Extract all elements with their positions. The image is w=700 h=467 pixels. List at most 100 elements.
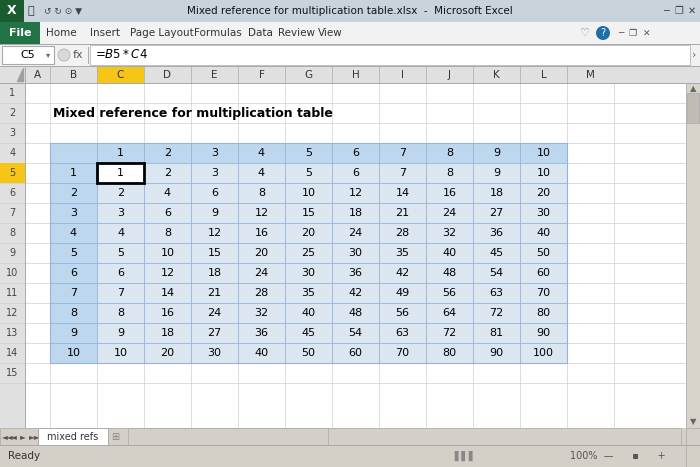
Bar (90, 45, 690, 65)
Text: 21: 21 (207, 288, 222, 298)
Bar (0, 445, 700, 467)
Text: 35: 35 (395, 248, 409, 258)
Text: 10: 10 (113, 348, 127, 358)
Text: 6: 6 (352, 168, 359, 178)
Text: 10: 10 (536, 148, 550, 158)
Text: 70: 70 (395, 348, 409, 358)
Text: 42: 42 (395, 268, 409, 278)
Bar (50, 183, 97, 203)
Text: 10: 10 (6, 268, 19, 278)
Text: 35: 35 (302, 288, 316, 298)
Text: 6: 6 (117, 268, 124, 278)
Text: 63: 63 (489, 288, 503, 298)
Text: 15: 15 (302, 208, 316, 218)
Bar (50, 283, 97, 303)
Text: 5: 5 (305, 148, 312, 158)
Bar (50, 143, 567, 363)
Text: 100%  —      ▪      +: 100% — ▪ + (570, 451, 666, 461)
Text: 36: 36 (349, 268, 363, 278)
Text: ◄: ◄ (11, 432, 17, 441)
Bar (50, 263, 97, 283)
Text: I: I (401, 70, 404, 79)
Text: 6: 6 (164, 208, 171, 218)
Text: 81: 81 (489, 328, 503, 338)
Polygon shape (17, 68, 23, 81)
Bar (686, 2, 698, 20)
Text: 9: 9 (9, 248, 15, 258)
Text: ▼: ▼ (690, 417, 696, 426)
Bar (50, 223, 97, 243)
Bar (660, 2, 672, 20)
Text: 80: 80 (442, 348, 456, 358)
Text: ♡: ♡ (580, 28, 590, 38)
Circle shape (596, 26, 610, 40)
Text: ─: ─ (663, 6, 669, 16)
Text: File: File (8, 28, 32, 38)
Text: 5: 5 (305, 168, 312, 178)
Text: ❐: ❐ (675, 6, 683, 16)
Text: 27: 27 (207, 328, 222, 338)
Bar (0, 44, 700, 66)
Text: 6: 6 (352, 148, 359, 158)
Text: 9: 9 (493, 148, 500, 158)
Text: 40: 40 (536, 228, 551, 238)
Text: Data: Data (248, 28, 273, 38)
Text: 72: 72 (489, 308, 503, 318)
Text: 50: 50 (536, 248, 550, 258)
Text: 72: 72 (442, 328, 456, 338)
Text: 50: 50 (302, 348, 316, 358)
Text: ►: ► (20, 432, 26, 441)
Text: 7: 7 (117, 288, 124, 298)
Text: 8: 8 (446, 168, 453, 178)
Text: 7: 7 (9, 208, 15, 218)
Text: Ready: Ready (8, 451, 40, 461)
Text: 70: 70 (536, 288, 551, 298)
Text: 7: 7 (399, 148, 406, 158)
Text: 🖫: 🖫 (28, 6, 34, 16)
Text: 2: 2 (9, 108, 15, 118)
Text: 10: 10 (160, 248, 174, 258)
Text: 11: 11 (6, 288, 19, 298)
Text: Mixed reference for multiplication table.xlsx  -  Microsoft Excel: Mixed reference for multiplication table… (187, 6, 513, 16)
Text: 18: 18 (207, 268, 222, 278)
Text: 20: 20 (160, 348, 174, 358)
Text: 1: 1 (70, 168, 77, 178)
Text: 15: 15 (207, 248, 221, 258)
Text: 63: 63 (395, 328, 409, 338)
Bar (0, 428, 681, 445)
Bar (0, 22, 700, 44)
Text: 6: 6 (70, 268, 77, 278)
Text: ↺ ↻ ⊙ ▼: ↺ ↻ ⊙ ▼ (44, 7, 82, 15)
Bar (687, 93, 699, 123)
Text: 28: 28 (254, 288, 269, 298)
Text: 54: 54 (489, 268, 503, 278)
Text: 6: 6 (9, 188, 15, 198)
Text: B: B (70, 70, 77, 79)
Text: 30: 30 (302, 268, 316, 278)
Text: 48: 48 (349, 308, 363, 318)
Text: 8: 8 (164, 228, 171, 238)
Text: 32: 32 (254, 308, 269, 318)
Circle shape (58, 49, 70, 61)
Text: 10: 10 (302, 188, 316, 198)
Text: 3: 3 (9, 128, 15, 138)
Text: 4: 4 (164, 188, 171, 198)
Text: 12: 12 (6, 308, 19, 318)
Text: 56: 56 (395, 308, 409, 318)
Text: =$B5*C$4: =$B5*C$4 (95, 49, 148, 62)
Text: 10: 10 (536, 168, 550, 178)
Text: 42: 42 (349, 288, 363, 298)
Text: D: D (164, 70, 172, 79)
Text: 5: 5 (117, 248, 124, 258)
Text: 24: 24 (349, 228, 363, 238)
Text: 14: 14 (395, 188, 409, 198)
Text: Formulas: Formulas (194, 28, 241, 38)
Text: 1: 1 (117, 168, 124, 178)
Text: ▾: ▾ (46, 50, 50, 59)
Bar (50, 323, 97, 343)
Text: 2: 2 (164, 148, 171, 158)
Text: 1: 1 (117, 148, 124, 158)
Text: 30: 30 (536, 208, 550, 218)
Text: 54: 54 (349, 328, 363, 338)
Text: Page Layout: Page Layout (130, 28, 194, 38)
